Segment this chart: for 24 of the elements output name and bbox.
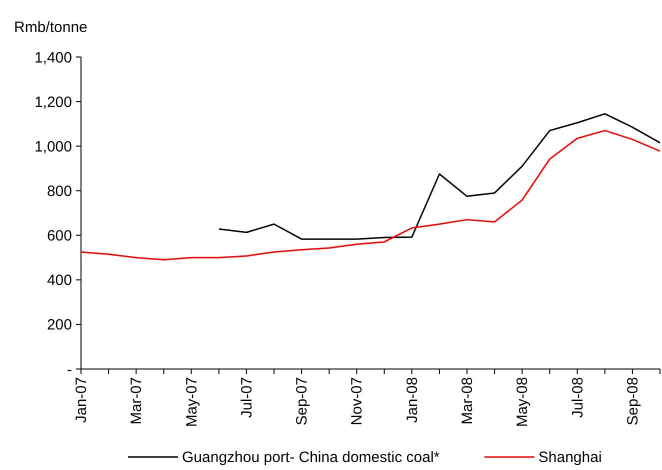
y-axis-title: Rmb/tonne xyxy=(14,19,88,36)
x-tick-label: Mar-07 xyxy=(128,377,146,425)
y-tick-label: 1,400 xyxy=(34,49,72,66)
x-tick-label: May-08 xyxy=(514,377,532,428)
legend-label: Shanghai xyxy=(538,449,602,466)
x-tick-label: Mar-08 xyxy=(459,377,476,425)
line-series xyxy=(218,113,661,240)
x-tick-label: Jan-08 xyxy=(404,377,421,423)
y-tick-label: 200 xyxy=(46,316,72,334)
x-tick-label: Jan-07 xyxy=(73,377,90,423)
line-series xyxy=(80,130,661,261)
y-tick-label: 1,200 xyxy=(34,94,72,111)
x-tick-label: Sep-08 xyxy=(624,377,642,426)
x-tick-label: Sep-07 xyxy=(294,377,311,426)
x-tick-label: Jul-07 xyxy=(238,377,256,418)
y-tick-label: 600 xyxy=(46,228,72,245)
legend-label: Guangzhou port- China domestic coal* xyxy=(182,449,440,466)
y-tick-label: 400 xyxy=(46,272,72,290)
x-tick-label: Jul-08 xyxy=(569,377,586,418)
y-tick-label: 1,000 xyxy=(34,138,72,156)
y-tick-label: - xyxy=(67,361,72,378)
x-tick-label: Nov-07 xyxy=(348,377,366,426)
y-tick-label: 800 xyxy=(46,182,72,200)
x-tick-label: May-07 xyxy=(183,377,200,428)
